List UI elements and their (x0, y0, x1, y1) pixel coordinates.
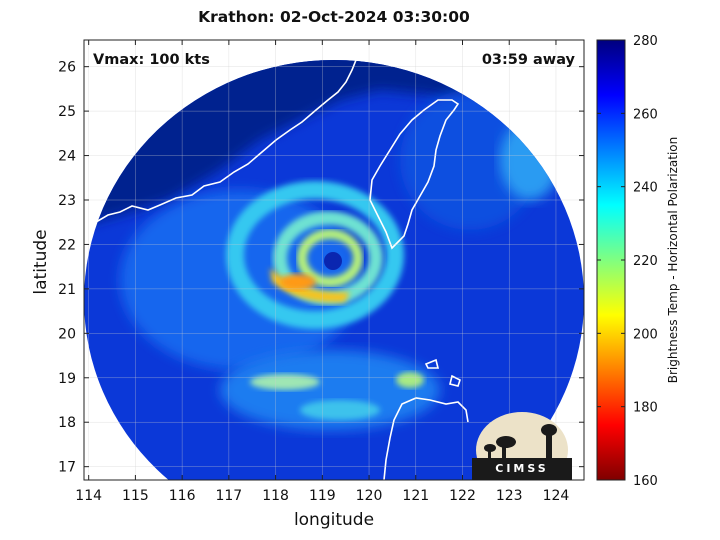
x-tick-label: 122 (449, 488, 476, 504)
colorbar-ticks: 160 180 200 220 240 260 280 (597, 34, 658, 489)
y-tick-label: 22 (58, 237, 76, 253)
time-away-annotation: 03:59 away (481, 52, 575, 68)
y-tick-label: 18 (58, 415, 76, 431)
chart-title: Krathon: 02-Oct-2024 03:30:00 (198, 8, 470, 26)
colorbar-tick-label: 280 (633, 34, 658, 49)
y-tick-label: 17 (58, 460, 76, 476)
colorbar-label: Brightness Temp - Horizontal Polarizatio… (666, 136, 680, 384)
x-tick-label: 116 (169, 488, 196, 504)
y-axis-label: latitude (31, 229, 51, 295)
x-axis-label: longitude (293, 510, 375, 530)
colorbar-tick-label: 160 (633, 474, 658, 489)
colorbar-tick-label: 200 (633, 327, 658, 342)
y-tick-label: 26 (58, 60, 76, 76)
x-tick-label: 120 (356, 488, 383, 504)
colorbar-tick-label: 260 (633, 107, 658, 122)
x-tick-label: 118 (262, 488, 289, 504)
colorbar-tick-label: 180 (633, 401, 658, 416)
x-tick-label: 124 (543, 488, 570, 504)
y-tick-label: 20 (58, 326, 76, 342)
y-tick-label: 21 (58, 282, 76, 298)
x-tick-label: 121 (402, 488, 429, 504)
y-axis-ticks: 17 18 19 20 21 22 23 24 25 26 (58, 60, 584, 476)
logo-text: CIMSS (495, 462, 549, 475)
x-tick-label: 117 (215, 488, 242, 504)
colorbar (596, 39, 626, 481)
axes-frame (83, 39, 585, 481)
x-tick-label: 115 (122, 488, 149, 504)
y-tick-label: 25 (58, 104, 76, 120)
x-tick-label: 114 (75, 488, 102, 504)
cimss-logo: CIMSS (472, 410, 572, 488)
y-tick-label: 23 (58, 193, 76, 209)
colorbar-tick-label: 240 (633, 181, 658, 196)
y-tick-label: 19 (58, 371, 76, 387)
colorbar-tick-label: 220 (633, 254, 658, 269)
y-tick-label: 24 (58, 149, 76, 165)
x-tick-label: 119 (309, 488, 336, 504)
x-axis-ticks: 114 115 116 117 118 119 120 121 122 123 124 (75, 40, 569, 504)
vmax-annotation: Vmax: 100 kts (93, 52, 210, 68)
x-tick-label: 123 (496, 488, 523, 504)
